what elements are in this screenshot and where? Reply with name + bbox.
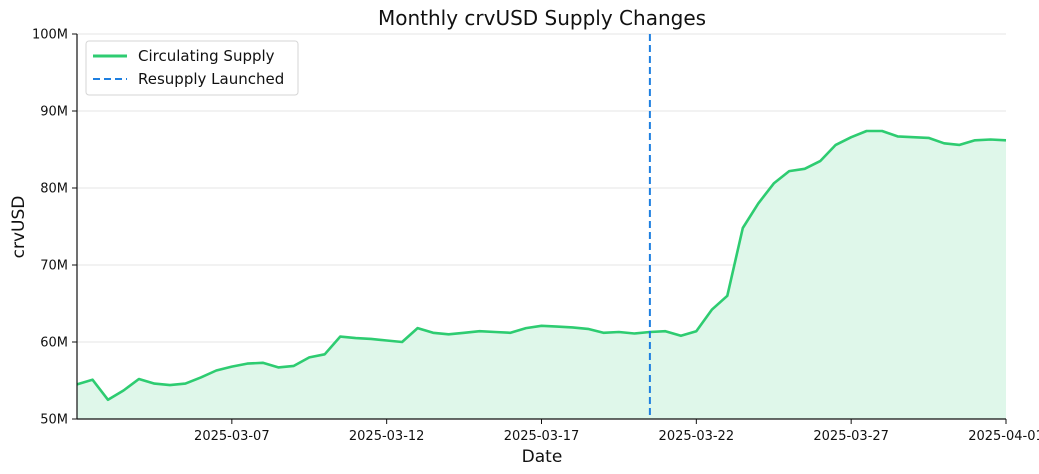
legend-box <box>85 40 299 96</box>
x-tick-label: 2025-03-07 <box>194 429 270 444</box>
x-tick-label: 2025-03-12 <box>349 429 425 444</box>
x-ticks: 2025-03-07 2025-03-12 2025-03-17 2025-03-22… <box>194 419 1039 444</box>
y-tick-label: 70M <box>40 259 68 274</box>
x-tick-label: 2025-03-22 <box>659 429 735 444</box>
y-tick-label: 50M <box>40 413 68 428</box>
legend-label-supply: Circulating Supply <box>138 47 275 65</box>
x-axis-label: Date <box>522 447 563 467</box>
x-tick-label: 2025-03-27 <box>813 429 889 444</box>
x-tick-label: 2025-04-01 <box>968 429 1039 444</box>
chart-title: Monthly crvUSD Supply Changes <box>378 6 706 30</box>
supply-line <box>76 129 1007 402</box>
legend-label-resupply: Resupply Launched <box>138 70 284 88</box>
y-tick-label: 90M <box>40 105 68 120</box>
y-tick-label: 80M <box>40 182 68 197</box>
y-tick-label: 100M <box>32 28 68 43</box>
x-tick-label: 2025-03-17 <box>504 429 580 444</box>
y-tick-label: 60M <box>40 336 68 351</box>
y-axis-label: crvUSD <box>9 196 29 259</box>
supply-area <box>77 131 1006 419</box>
y-ticks: 50M 60M 70M 80M 90M 100M <box>32 28 77 428</box>
legend: Circulating Supply Resupply Launched <box>85 40 299 96</box>
